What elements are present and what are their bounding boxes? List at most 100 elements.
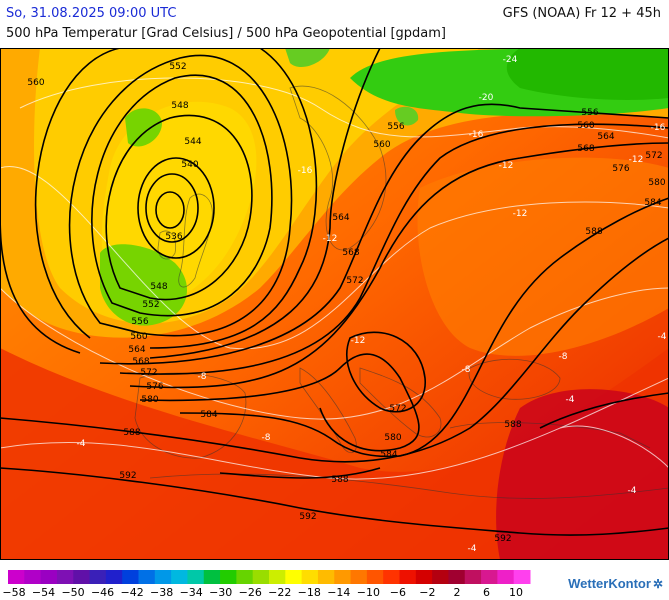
- temp-label: -12: [629, 155, 644, 165]
- geopotential-labels: 560 552 548 544 540 536 548 552 556 560 …: [27, 62, 665, 544]
- geo-label: 576: [612, 164, 629, 174]
- geo-label: 536: [165, 232, 182, 242]
- temp-label: -12: [499, 161, 514, 171]
- legend-swatch: [187, 570, 205, 584]
- temp-label: -24: [503, 55, 518, 65]
- legend-swatch: [513, 570, 531, 584]
- isohypse-584: [179, 197, 669, 458]
- coastline-balkans: [359, 367, 442, 438]
- legend-tick-label: −22: [268, 586, 291, 599]
- valid-datetime: So, 31.08.2025 09:00 UTC: [6, 6, 177, 21]
- legend-tick-label: 2: [453, 586, 460, 599]
- isohypse-576: [129, 142, 669, 389]
- temp-label: -4: [468, 544, 477, 554]
- geo-label: 588: [123, 428, 140, 438]
- legend-swatch: [236, 570, 254, 584]
- geo-label: 560: [130, 332, 147, 342]
- header: So, 31.08.2025 09:00 UTC 500 hPa Tempera…: [0, 0, 669, 48]
- geo-label: 580: [141, 395, 158, 405]
- isohypse-536: [155, 191, 185, 229]
- legend-swatch: [89, 570, 107, 584]
- geo-label: 584: [380, 450, 397, 460]
- isotherm-minus-16: [19, 77, 669, 139]
- legend-swatches: [8, 570, 531, 584]
- temperature-hot-zone-southeast: [496, 389, 669, 560]
- legend-tick-label: −26: [239, 586, 262, 599]
- cold-green-patch-baltic: [395, 106, 419, 126]
- model-run-info: GFS (NOAA) Fr 12 + 45h: [502, 6, 661, 21]
- snowflake-icon: ✲: [652, 577, 663, 591]
- legend-swatch: [154, 570, 172, 584]
- coastline-iberia: [134, 372, 247, 459]
- legend-swatch: [497, 570, 515, 584]
- legend-swatch: [171, 570, 188, 584]
- legend-tick-label: −42: [121, 586, 144, 599]
- legend-tick-labels: −58 −54 −50 −46 −42 −38 −34 −30 −26 −22 −18 −14 −10−…: [2, 586, 523, 599]
- geo-label: 592: [299, 512, 316, 522]
- parameter-description: 500 hPa Temperatur [Grad Celsius] / 500 …: [6, 26, 447, 41]
- legend-swatch: [73, 570, 91, 584]
- geo-label: 572: [645, 151, 662, 161]
- legend-tick-label: −30: [209, 586, 232, 599]
- temp-label: -20: [479, 93, 494, 103]
- legend-swatch: [105, 570, 123, 584]
- legend-swatch: [448, 570, 466, 584]
- isohypse-588-south: [0, 237, 669, 463]
- legend-swatch: [415, 570, 433, 584]
- legend-tick-label: 6: [483, 586, 490, 599]
- isotherm-minus-8: [0, 287, 669, 420]
- cold-green-patch-scandinavia: [285, 48, 330, 68]
- isohypse-588-mid: [219, 467, 381, 479]
- legend-tick-label: −14: [327, 586, 350, 599]
- geo-label: 588: [585, 227, 602, 237]
- geo-label: 576: [146, 382, 163, 392]
- temp-label: -4: [566, 395, 575, 405]
- geo-label: 572: [389, 404, 406, 414]
- geo-label: 568: [577, 144, 594, 154]
- temp-label: -8: [462, 365, 471, 375]
- geo-label: 568: [342, 248, 359, 258]
- legend-tick-label: −2: [419, 586, 435, 599]
- temperature-orange-zone-east: [417, 157, 669, 356]
- geo-label: 572: [346, 276, 363, 286]
- geo-label: 568: [132, 357, 149, 367]
- temp-label: -8: [559, 352, 568, 362]
- legend-swatch: [334, 570, 352, 584]
- geo-label: 572: [140, 368, 157, 378]
- legend-swatch: [399, 570, 417, 584]
- isohypse-572-cutoff: [346, 331, 426, 413]
- isohypse-592-southwest: [0, 467, 669, 536]
- legend-swatch: [350, 570, 368, 584]
- legend-swatch: [252, 570, 270, 584]
- geo-label: 552: [142, 300, 159, 310]
- isohypse-568: [99, 103, 669, 365]
- legend-tick-label: −54: [32, 586, 55, 599]
- temp-label: -8: [198, 372, 207, 382]
- legend-swatch: [220, 570, 237, 584]
- isotherm-minus-4: [0, 377, 669, 480]
- temp-label: -4: [628, 486, 637, 496]
- isotherms: [0, 77, 669, 480]
- coastline-scandinavia: [289, 85, 387, 251]
- weather-map: 560 552 548 544 540 536 548 552 556 560 …: [0, 48, 669, 560]
- isotherm-minus-4-southeast: [559, 425, 669, 469]
- geo-label: 592: [494, 534, 511, 544]
- isohypse-552: [91, 74, 273, 317]
- temp-label: -16: [469, 130, 484, 140]
- isohypse-544: [137, 157, 215, 259]
- color-scale-legend: −58 −54 −50 −46 −42 −38 −34 −30 −26 −22 −18 −14 −10−…: [2, 570, 531, 599]
- geo-label: 564: [128, 345, 145, 355]
- geo-label: 540: [181, 160, 198, 170]
- brand-logo: WetterKontor ✲: [568, 576, 663, 591]
- isohypse-572: [119, 123, 669, 375]
- geo-label: 580: [648, 178, 665, 188]
- legend-swatch: [269, 570, 286, 584]
- legend-tick-label: −46: [91, 586, 114, 599]
- legend-swatch: [56, 570, 74, 584]
- legend-swatch: [464, 570, 482, 584]
- legend-swatch: [138, 570, 156, 584]
- legend-tick-label: −18: [298, 586, 321, 599]
- legend-swatch: [203, 570, 221, 584]
- legend-tick-label: −6: [390, 586, 406, 599]
- geo-label: 548: [171, 101, 188, 111]
